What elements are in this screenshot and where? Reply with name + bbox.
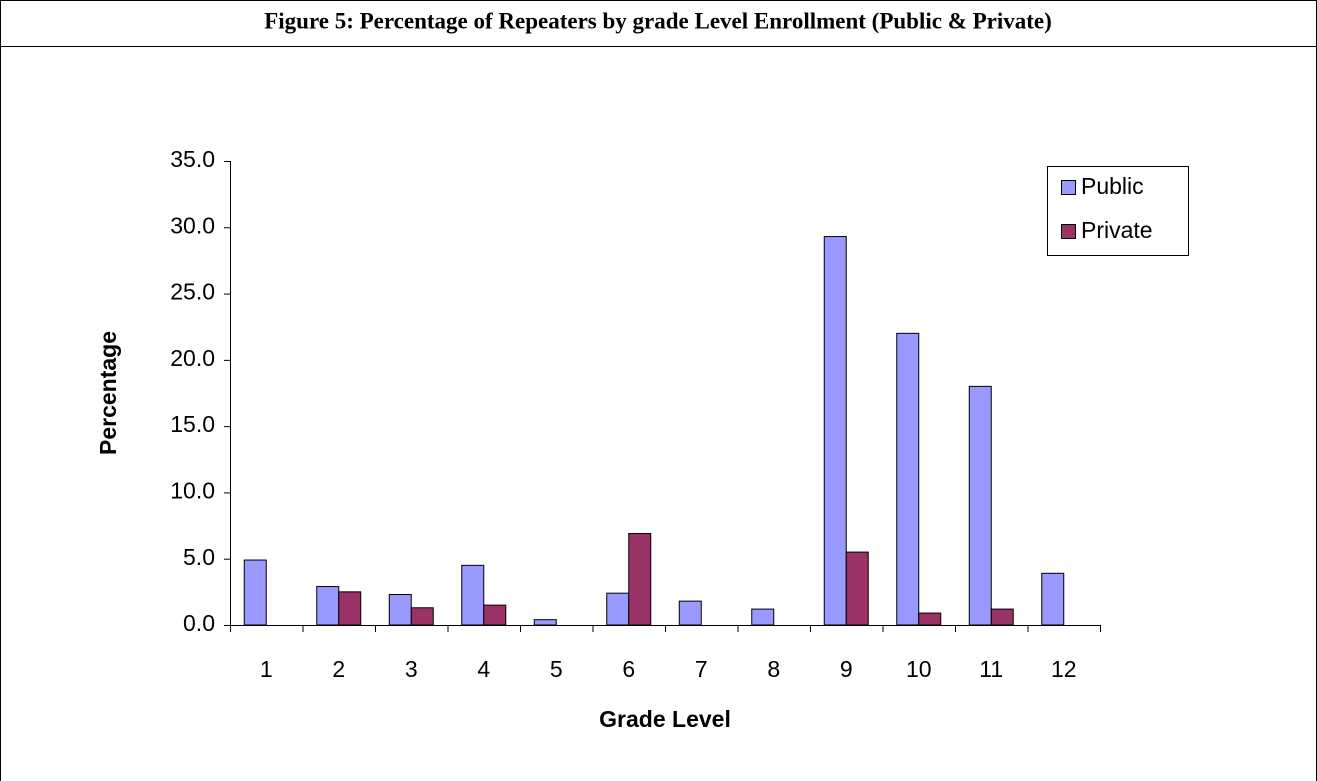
x-tick-label: 1 xyxy=(260,656,273,682)
y-tick-label: 20.0 xyxy=(170,345,215,371)
y-tick-label: 15.0 xyxy=(170,411,215,437)
bar xyxy=(388,594,412,626)
y-tick-label: 0.0 xyxy=(183,610,215,636)
bar xyxy=(628,533,652,626)
bar xyxy=(896,332,920,626)
x-tick-label: 7 xyxy=(695,656,708,682)
legend-swatch xyxy=(1061,224,1076,239)
bar xyxy=(243,559,267,626)
y-tick-label: 35.0 xyxy=(170,146,215,172)
legend-swatch xyxy=(1061,180,1076,195)
bar xyxy=(990,608,1014,626)
bar xyxy=(678,600,702,626)
bar xyxy=(845,551,869,626)
y-axis-label: Percentage xyxy=(95,331,121,455)
bar xyxy=(918,612,942,626)
bar xyxy=(410,607,434,626)
y-tick-label: 5.0 xyxy=(183,544,215,570)
x-tick-label: 12 xyxy=(1051,656,1077,682)
bar xyxy=(1041,572,1065,626)
bar xyxy=(823,236,847,626)
x-tick-label: 11 xyxy=(979,656,1003,682)
x-tick-label: 5 xyxy=(550,656,563,682)
bar xyxy=(533,619,557,626)
chart-title: Figure 5: Percentage of Repeaters by gra… xyxy=(264,8,1052,33)
x-tick-label: 6 xyxy=(622,656,635,682)
x-tick-label: 8 xyxy=(767,656,780,682)
bar xyxy=(338,591,362,626)
x-axis-label: Grade Level xyxy=(599,706,731,732)
bar xyxy=(968,385,992,626)
y-tick-label: 10.0 xyxy=(170,478,215,504)
x-tick-label: 4 xyxy=(477,656,490,682)
y-tick-label: 30.0 xyxy=(170,212,215,238)
x-tick-label: 2 xyxy=(332,656,345,682)
bar xyxy=(316,586,340,626)
bar xyxy=(483,604,507,626)
bar xyxy=(461,564,485,626)
x-tick-label: 9 xyxy=(840,656,853,682)
bar xyxy=(751,608,775,626)
x-tick-label: 3 xyxy=(405,656,418,682)
x-tick-label: 10 xyxy=(906,656,932,682)
legend-label: Public xyxy=(1081,173,1144,199)
y-tick-label: 25.0 xyxy=(170,279,215,305)
bar xyxy=(606,592,630,626)
legend-label: Private xyxy=(1081,217,1153,243)
